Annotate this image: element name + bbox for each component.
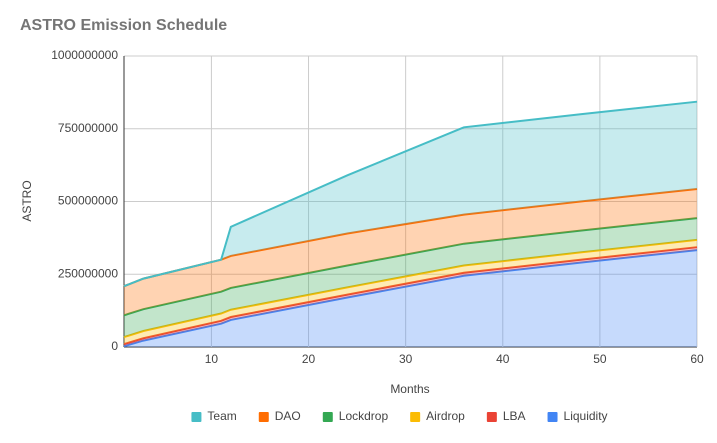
legend-label: Liquidity xyxy=(564,409,608,423)
y-tick-label: 500000000 xyxy=(58,194,118,208)
x-tick-label: 30 xyxy=(399,352,413,366)
x-tick-label: 60 xyxy=(690,352,704,366)
x-tick-label: 50 xyxy=(593,352,607,366)
legend-label: LBA xyxy=(503,409,526,423)
line xyxy=(123,238,698,339)
legend-label: Team xyxy=(207,409,236,423)
legend-label: Lockdrop xyxy=(339,409,389,423)
legend-label: Airdrop xyxy=(426,409,465,423)
legend-swatch xyxy=(547,412,558,422)
legend-label: DAO xyxy=(275,409,301,423)
x-tick-label: 10 xyxy=(205,352,219,366)
area xyxy=(124,250,697,347)
x-tick-label: 40 xyxy=(496,352,510,366)
x-tick-label: 20 xyxy=(302,352,316,366)
area xyxy=(124,101,697,287)
line xyxy=(123,249,698,348)
area xyxy=(124,218,697,338)
y-tick-label: 250000000 xyxy=(58,266,118,280)
legend-swatch xyxy=(322,412,333,422)
line xyxy=(123,217,698,317)
legend-swatch xyxy=(486,412,497,422)
line xyxy=(123,246,698,346)
y-tick-label: 0 xyxy=(111,339,118,353)
y-tick-label: 750000000 xyxy=(58,121,118,135)
area xyxy=(124,188,697,316)
legend-swatch xyxy=(258,412,269,422)
legend-swatch xyxy=(191,412,202,422)
y-tick-label: 1000000000 xyxy=(51,48,118,62)
x-axis-label: Months xyxy=(390,382,429,396)
legend-swatch xyxy=(410,412,421,422)
area xyxy=(124,239,697,345)
y-axis-label: ASTRO xyxy=(20,180,34,221)
chart-title: ASTRO Emission Schedule xyxy=(20,17,227,34)
line xyxy=(123,100,698,288)
